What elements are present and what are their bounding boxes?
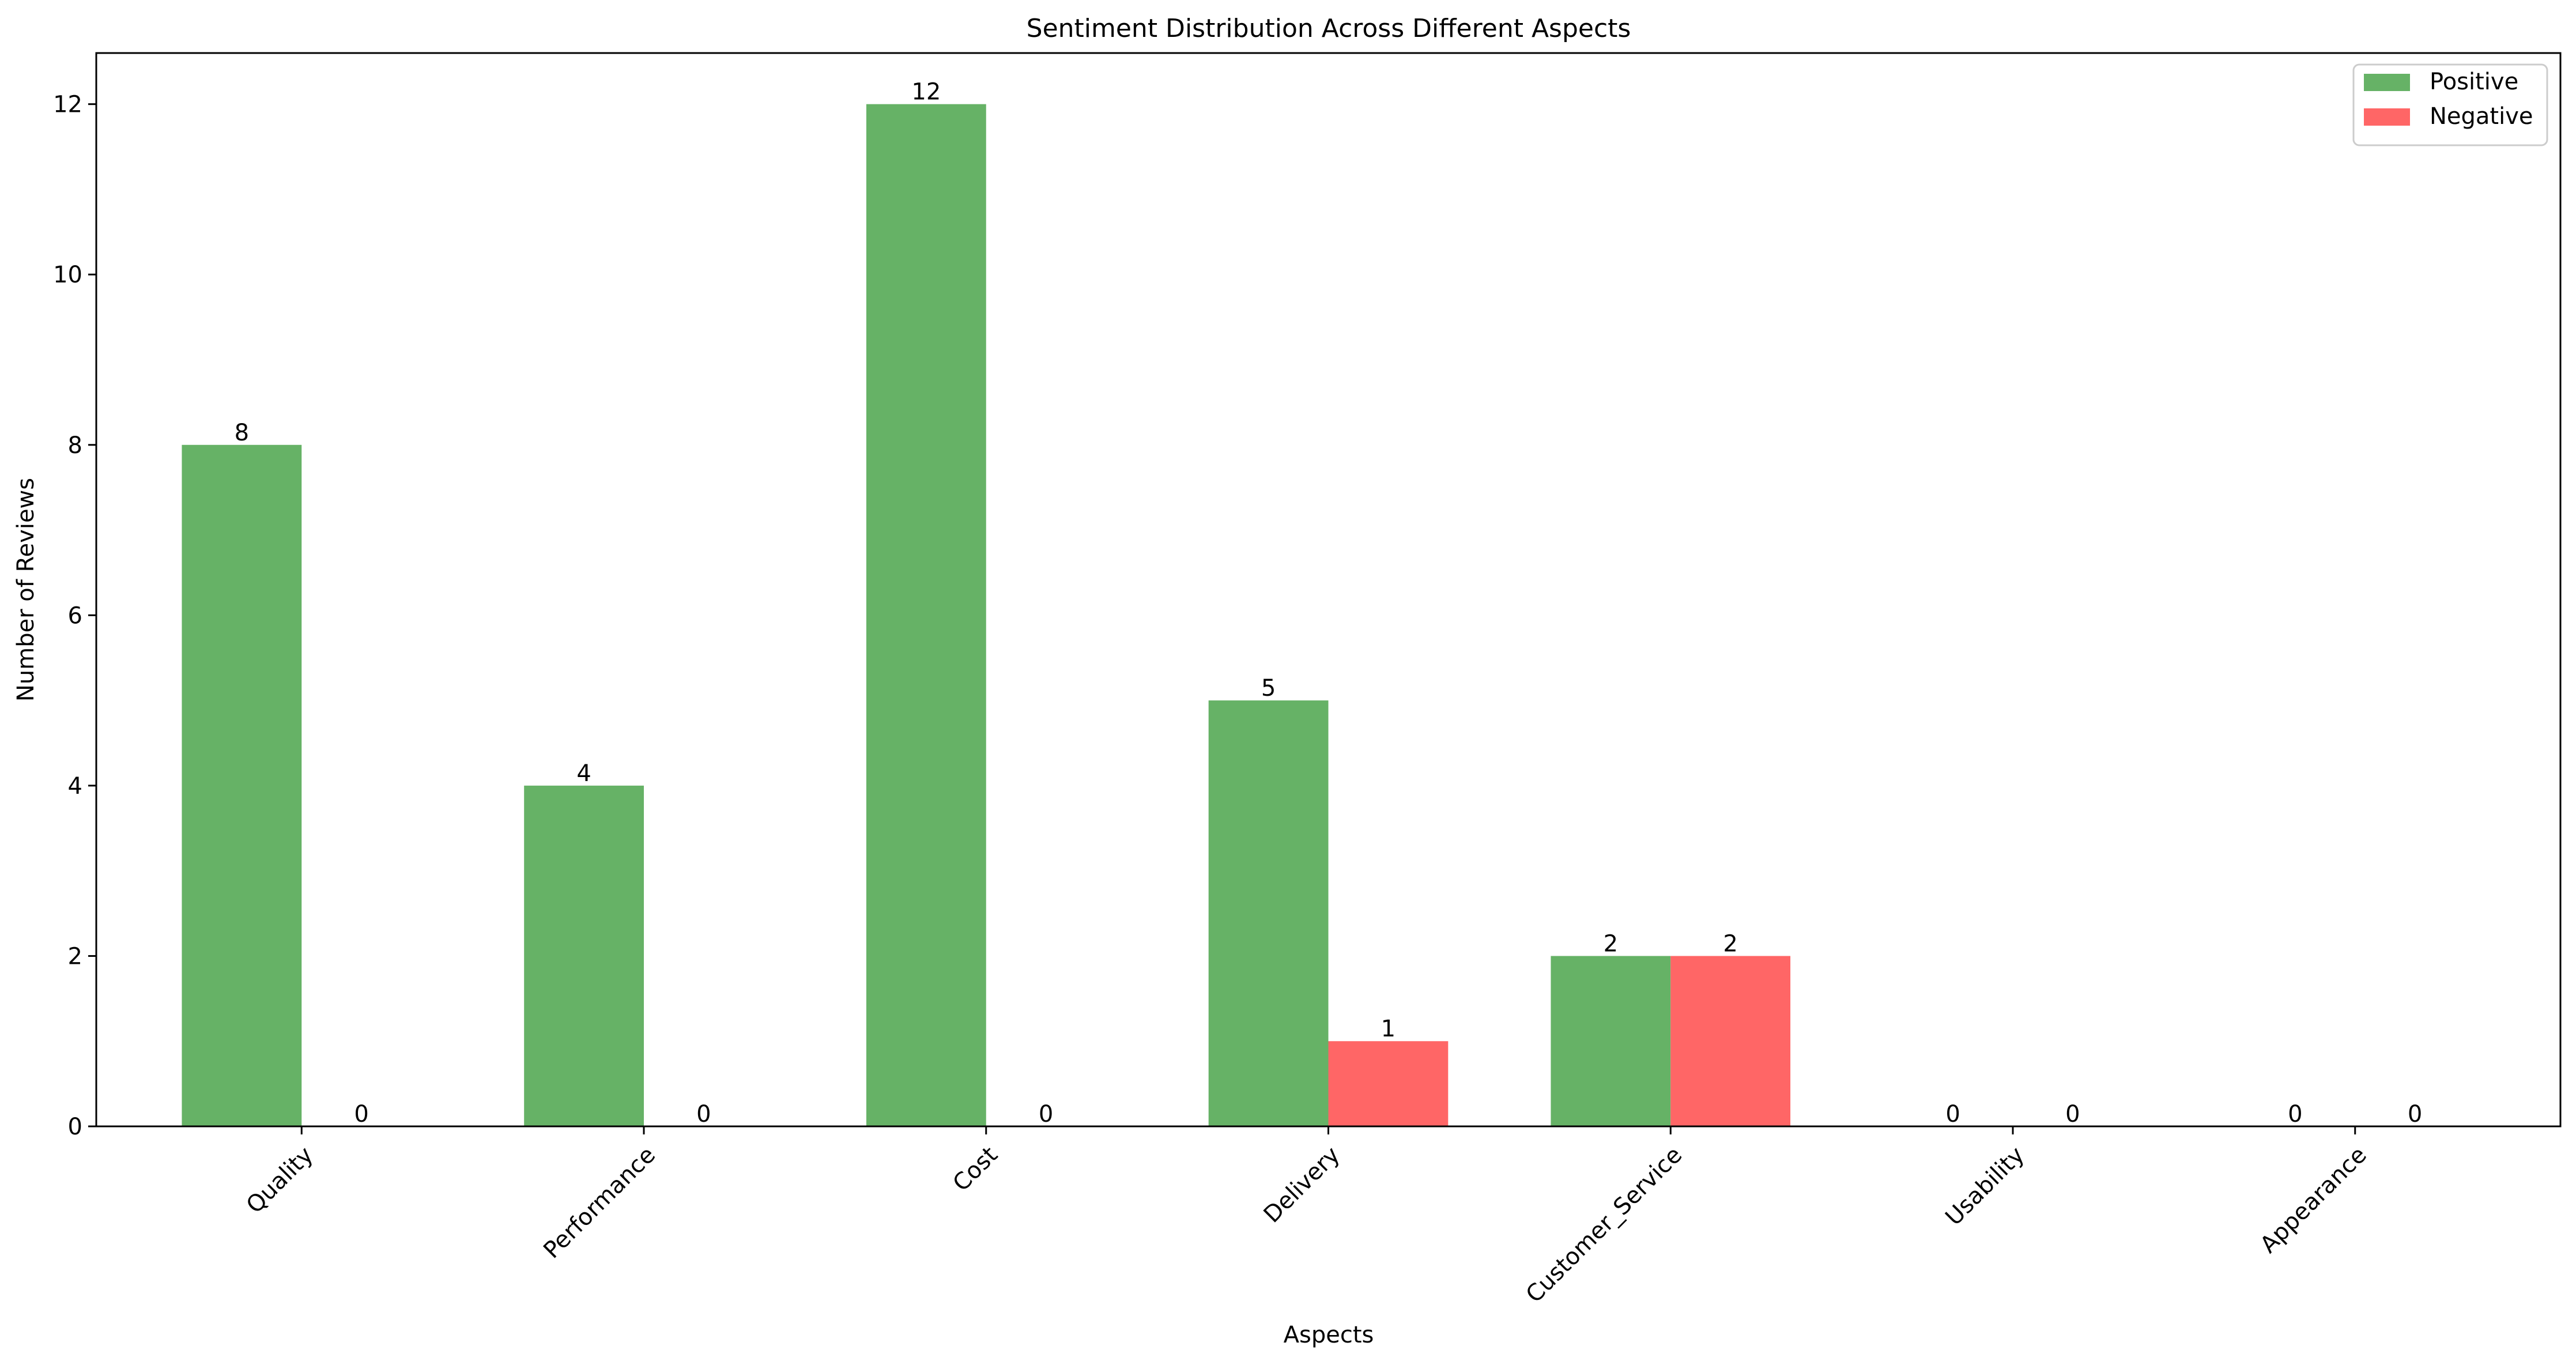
legend-label-positive: Positive — [2430, 69, 2518, 95]
y-tick-label: 2 — [68, 943, 82, 970]
data-label-positive-quality: 8 — [235, 420, 249, 446]
data-label-positive-delivery: 5 — [1261, 675, 1276, 702]
legend: Positive Negative — [2352, 63, 2548, 146]
bar-positive-customer_service — [1551, 956, 1671, 1126]
data-label-negative-cost: 0 — [1039, 1101, 1053, 1128]
bar-positive-cost — [866, 104, 986, 1127]
y-tick-label: 10 — [53, 262, 82, 288]
bar-positive-quality — [182, 444, 302, 1126]
chart-title: Sentiment Distribution Across Different … — [1027, 14, 1631, 43]
data-label-positive-appearance: 0 — [2288, 1101, 2302, 1128]
data-label-positive-usability: 0 — [1945, 1101, 1960, 1128]
data-label-positive-performance: 4 — [576, 760, 591, 787]
y-tick-label: 4 — [68, 773, 82, 800]
legend-swatch-positive — [2364, 74, 2410, 91]
legend-swatch-negative — [2364, 108, 2410, 126]
data-label-negative-quality: 0 — [354, 1101, 368, 1128]
x-axis-label: Aspects — [1284, 1322, 1374, 1348]
bar-negative-customer_service — [1670, 956, 1791, 1126]
y-tick-label: 6 — [68, 602, 82, 629]
y-tick-label: 8 — [68, 432, 82, 459]
y-tick-label: 0 — [68, 1114, 82, 1140]
y-tick-label: 12 — [53, 92, 82, 118]
y-axis: 0 2 4 6 8 10 12 — [53, 92, 96, 1140]
legend-label-negative: Negative — [2430, 103, 2533, 130]
data-label-negative-customer_service: 2 — [1723, 930, 1737, 957]
legend-items: Positive Negative — [2364, 69, 2533, 130]
bar-negative-delivery — [1328, 1041, 1449, 1126]
data-label-negative-usability: 0 — [2065, 1101, 2080, 1128]
data-label-positive-customer_service: 2 — [1604, 930, 1618, 957]
bar-positive-performance — [524, 785, 644, 1126]
data-label-negative-appearance: 0 — [2408, 1101, 2422, 1128]
data-label-negative-performance: 0 — [696, 1101, 711, 1128]
data-label-negative-delivery: 1 — [1381, 1016, 1396, 1042]
y-axis-label: Number of Reviews — [13, 478, 39, 702]
data-label-positive-cost: 12 — [911, 79, 941, 105]
bar-positive-delivery — [1208, 700, 1329, 1126]
bars-layer — [182, 104, 1791, 1127]
